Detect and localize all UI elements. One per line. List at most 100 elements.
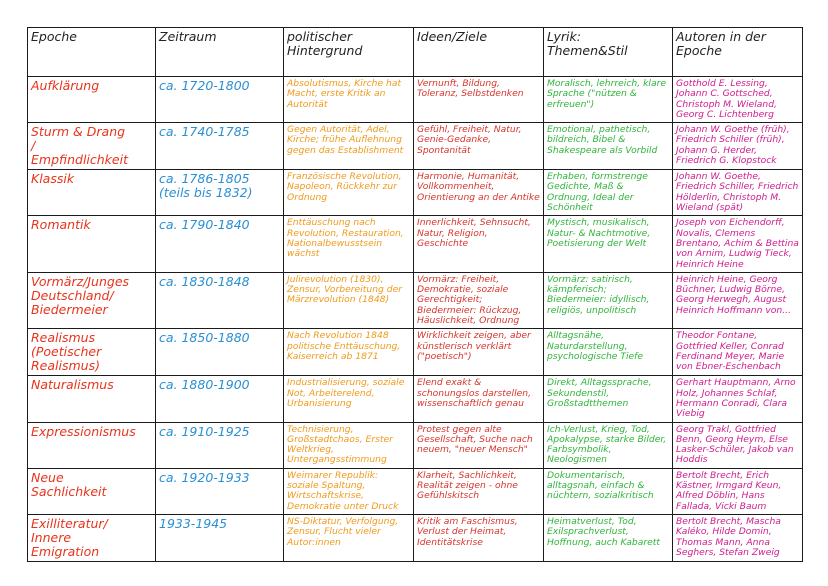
epoch-text: Naturalismus [31,377,114,393]
ideas-text: Vernunft, Bildung, Toleranz, Selbstdenke… [417,78,524,100]
lyric-text: Dokumentarisch, alltagsnah, einfach & nü… [547,469,654,502]
table-row: Expressionismus ca. 1910-1925 Technisierun… [27,421,803,469]
lyric-cell: Alltagsnähe, Naturdarstellung, psycholog… [543,328,673,377]
period-text: ca. 1790-1840 [159,217,250,233]
politics-text: Julirevolution (1830), Zensur, Vorbereit… [287,273,403,306]
ideas-cell: Elend exakt & schonungslos darstellen, w… [413,375,544,423]
ideas-text: Harmonie, Humanität, Vollkommenheit, Ori… [417,171,540,203]
politics-text: Technisierung, Großstadtchaos, Erster We… [287,423,393,466]
header-ideas-label: Ideen/Ziele [417,29,488,44]
epoch-cell: Exilliteratur/ Innere Emigration [27,513,156,562]
ideas-cell: Protest gegen alte Gesellschaft, Suche n… [413,421,544,469]
header-lyric: Lyrik: Themen&Stil [543,27,673,77]
authors-cell: Gotthold E. Lessing, Johann C. Gottsched… [672,75,803,124]
epoch-text: Exilliteratur/ Innere Emigration [31,515,108,559]
lyric-text: Moralisch, lehrreich, klare Sprache ("nü… [547,78,666,110]
politics-cell: Technisierung, Großstadtchaos, Erster We… [283,421,414,469]
period-cell: ca. 1880-1900 [155,375,284,423]
politics-text: Gegen Autorität, Adel, Kirche; frühe Auf… [287,124,404,156]
table-row: Aufklärung ca. 1720-1800 Absolutismus, Kir… [27,75,803,124]
epoch-text: Aufklärung [31,78,100,93]
authors-cell: Theodor Fontane, Gottfried Keller, Conra… [672,328,803,377]
epoch-cell: Sturm & Drang / Empfindlichkeit [27,122,156,171]
lyric-cell: Emotional, pathetisch, bildreich, Bibel … [543,122,673,171]
epoch-text: Vormärz/Junges Deutschland/ Biedermeier [31,273,130,317]
epoch-text: Klassik [31,171,75,187]
period-text: ca. 1920-1933 [159,469,250,485]
period-text: ca. 1830-1848 [159,273,250,289]
header-politics-label: politischer Hintergrund [287,29,363,58]
authors-text: Gerhart Hauptmann, Arno Holz, Johannes S… [676,377,796,420]
header-period: Zeitraum [155,27,284,77]
lyric-text: Erhaben, formstrenge Gedichte, Maß & Ord… [547,171,648,214]
ideas-cell: Vormärz: Freiheit, Demokratie, soziale G… [413,271,544,330]
lyric-text: Mystisch, musikalisch, Natur- & Nachtmot… [547,217,651,249]
header-row: Epoche Zeitraum politischer Hintergrund Ide… [27,27,803,77]
politics-cell: NS-Diktatur, Verfolgung, Zensur, Flucht … [283,513,414,562]
lyric-text: Emotional, pathetisch, bildreich, Bibel … [547,124,658,156]
ideas-text: Wirklichkeit zeigen, aber künstlerisch v… [417,330,531,362]
epoch-cell: Aufklärung [27,75,156,124]
ideas-cell: Wirklichkeit zeigen, aber künstlerisch v… [413,328,544,377]
politics-cell: Nach Revolution 1848 politische Enttäusc… [283,328,414,377]
authors-cell: Joseph von Eichendorff, Novalis, Clemens… [672,215,803,273]
ideas-cell: Innerlichkeit, Sehnsucht, Natur, Religio… [413,215,544,273]
authors-cell: Johann W. Goethe (früh), Friedrich Schil… [672,122,803,171]
lyric-text: Ich-Verlust, Krieg, Tod, Apokalypse, sta… [547,423,667,466]
authors-cell: Bertolt Brecht, Mascha Kaléko, Hilde Dom… [672,513,803,562]
ideas-text: Elend exakt & schonungslos darstellen, w… [417,377,532,409]
epoch-cell: Romantik [27,215,156,273]
lyric-text: Direkt, Alltagssprache, Sekundenstil, Gr… [547,377,652,409]
period-text: 1933-1945 [159,515,228,531]
header-authors-label: Autoren in der Epoche [676,29,766,58]
epoch-cell: Realismus (Poetischer Realismus) [27,328,156,377]
period-cell: ca. 1786-1805 (teils bis 1832) [155,169,284,217]
politics-cell: Industrialisierung, soziale Not, Arbeite… [283,375,414,423]
politics-text: Nach Revolution 1848 politische Enttäusc… [287,330,401,362]
ideas-text: Protest gegen alte Gesellschaft, Suche n… [417,423,533,456]
period-cell: ca. 1920-1933 [155,467,284,515]
period-text: ca. 1910-1925 [159,423,250,439]
table-row: Romantik ca. 1790-1840 Enttäuschung nach R… [27,215,803,273]
authors-text: Georg Trakl, Gottfried Benn, Georg Heym,… [676,423,794,466]
ideas-cell: Gefühl, Freiheit, Natur, Genie-Gedanke, … [413,122,544,171]
period-text: ca. 1786-1805 (teils bis 1832) [159,171,253,201]
epoch-cell: Neue Sachlichkeit [27,467,156,515]
politics-cell: Gegen Autorität, Adel, Kirche; frühe Auf… [283,122,414,171]
epoch-text: Neue Sachlichkeit [31,469,107,499]
politics-text: NS-Diktatur, Verfolgung, Zensur, Flucht … [287,515,399,548]
period-cell: ca. 1740-1785 [155,122,284,171]
ideas-text: Vormärz: Freiheit, Demokratie, soziale G… [417,273,522,327]
ideas-cell: Klarheit, Sachlichkeit, Realität zeigen … [413,467,544,515]
lyric-cell: Mystisch, musikalisch, Natur- & Nachtmot… [543,215,673,273]
header-period-label: Zeitraum [159,29,217,44]
period-cell: ca. 1850-1880 [155,328,284,377]
period-cell: ca. 1910-1925 [155,421,284,469]
authors-text: Heinrich Heine, Georg Büchner, Ludwig Bö… [676,273,792,316]
header-lyric-label: Lyrik: Themen&Stil [547,29,628,58]
header-epoch-label: Epoche [31,29,77,44]
period-text: ca. 1720-1800 [159,78,250,93]
epoch-cell: Vormärz/Junges Deutschland/ Biedermeier [27,271,156,330]
politics-text: Französische Revolution, Napoleon, Rückk… [287,171,402,203]
period-cell: 1933-1945 [155,513,284,562]
epoch-cell: Naturalismus [27,375,156,423]
ideas-cell: Harmonie, Humanität, Vollkommenheit, Ori… [413,169,544,217]
authors-cell: Bertolt Brecht, Erich Kästner, Irmgard K… [672,467,803,515]
politics-text: Enttäuschung nach Revolution, Restaurati… [287,217,404,260]
table-row: Neue Sachlichkeit ca. 1920-1933 Weimarer R… [27,467,803,515]
period-cell: ca. 1790-1840 [155,215,284,273]
lyric-text: Alltagsnähe, Naturdarstellung, psycholog… [547,330,644,362]
table-row: Realismus (Poetischer Realismus) ca. 1850… [27,328,803,377]
table-row: Sturm & Drang / Empfindlichkeit ca. 1740-… [27,122,803,171]
lyric-text: Heimatverlust, Tod, Exilsprachverlust, H… [547,515,660,548]
lyric-cell: Erhaben, formstrenge Gedichte, Maß & Ord… [543,169,673,217]
politics-cell: Absolutismus, Kirche hat Macht, erste Kr… [283,75,414,124]
ideas-text: Kritik am Faschismus, Verlust der Heimat… [417,515,518,548]
epoch-text: Romantik [31,217,91,233]
header-ideas: Ideen/Ziele [413,27,544,77]
politics-cell: Julirevolution (1830), Zensur, Vorbereit… [283,271,414,330]
period-text: ca. 1880-1900 [159,377,250,393]
epoch-cell: Expressionismus [27,421,156,469]
